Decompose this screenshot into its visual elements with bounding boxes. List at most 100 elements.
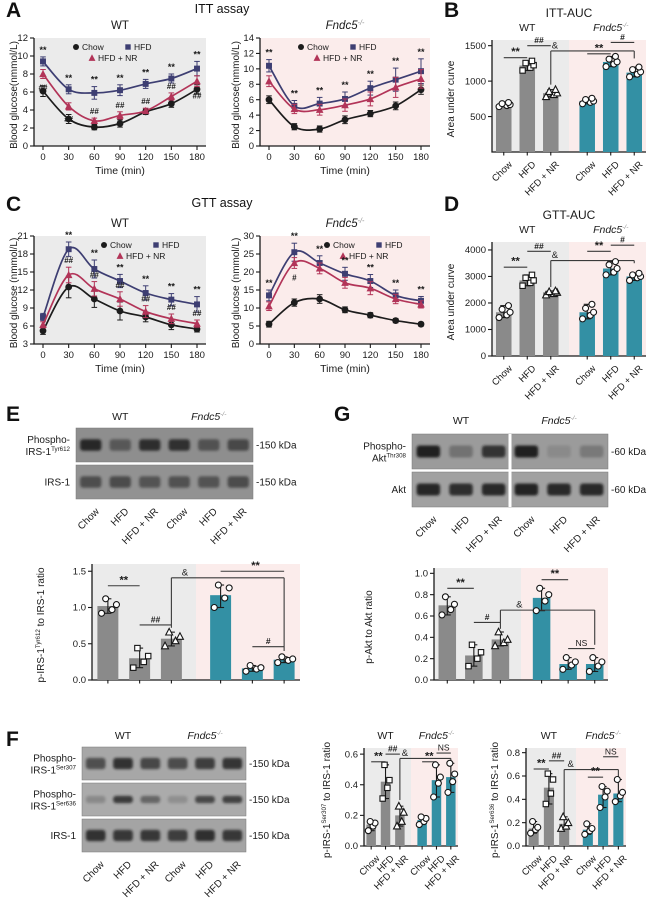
svg-text:0.0: 0.0 [73, 675, 86, 686]
protein-band [139, 439, 161, 451]
svg-text:WT: WT [112, 411, 129, 423]
chart-pirs1-tyr612-ratio: 0.0 0.5 1.0 1.5 p-IRS-1Tyr612 to IRS-1 ratio… [34, 550, 326, 732]
svg-text:0.6: 0.6 [507, 771, 520, 782]
svg-text:Chow: Chow [414, 514, 440, 540]
svg-text:WT: WT [519, 22, 536, 34]
svg-text:**: ** [367, 263, 375, 273]
blot-strip: Phospho-AktThr308 -60 kDa [363, 433, 646, 470]
axes: 0 2 4 6 8 10 12 14 0 30 60 90 120 150 180 Time (min) Blo… [231, 33, 430, 177]
bars [495, 268, 643, 356]
svg-text:Fndc5-/-: Fndc5-/- [326, 217, 365, 230]
series-hfd-nr [39, 266, 201, 329]
svg-text:IRS-1: IRS-1 [50, 831, 76, 842]
protein-band [222, 829, 243, 842]
svg-text:15: 15 [243, 285, 254, 296]
svg-text:IRS-1Tyr612: IRS-1Tyr612 [26, 446, 71, 458]
lane-divider [508, 434, 512, 507]
svg-text:Chow: Chow [110, 240, 133, 250]
svg-text:NS: NS [576, 638, 588, 648]
svg-text:0.5: 0.5 [73, 639, 86, 650]
svg-text:12: 12 [243, 49, 254, 60]
svg-text:**: ** [291, 88, 299, 98]
plot-background [260, 236, 430, 344]
svg-text:5: 5 [249, 321, 254, 332]
svg-text:90: 90 [115, 350, 126, 361]
svg-text:0: 0 [249, 141, 254, 152]
chart-pirs1-ser307-ratio: 0.0 0.2 0.4 0.6 p-IRS-1Ser307 to IRS-1 ratio… [320, 724, 498, 901]
protein-band [167, 757, 188, 770]
series-hfd-nr [265, 257, 425, 312]
svg-text:Chow: Chow [163, 859, 189, 885]
significance-annotations: ** ** ** ** ** ** ** [265, 47, 425, 99]
svg-text:1000: 1000 [465, 76, 486, 87]
bar-chart-svg: 0 1000 2000 3000 4000 Area under curve GTT-AUC… [446, 208, 646, 402]
svg-text:WT: WT [453, 415, 470, 427]
svg-text:60: 60 [89, 152, 100, 163]
svg-text:150: 150 [388, 350, 404, 361]
svg-text:**: ** [392, 56, 400, 66]
svg-text:4: 4 [23, 105, 28, 116]
svg-text:#: # [485, 612, 490, 622]
svg-text:**: ** [65, 73, 73, 83]
svg-text:-150 kDa: -150 kDa [249, 759, 290, 770]
data-points [495, 52, 645, 111]
svg-text:p-IRS-1Tyr612 to IRS-1 ratio: p-IRS-1Tyr612 to IRS-1 ratio [35, 567, 47, 683]
svg-text:#: # [292, 273, 297, 282]
data-points [97, 581, 297, 675]
significance-annotations: ** ** ** ** ** ** ## ## ## ## ## ## [64, 230, 202, 318]
svg-text:10: 10 [17, 51, 28, 62]
svg-text:Chow: Chow [82, 42, 105, 52]
protein-band [481, 483, 506, 496]
svg-text:60: 60 [89, 350, 100, 361]
series-chow [265, 294, 425, 328]
svg-text:IRS-1: IRS-1 [44, 478, 70, 489]
protein-band [547, 483, 571, 496]
svg-text:WT: WT [541, 730, 558, 742]
data-points [364, 759, 459, 835]
svg-text:WT: WT [115, 730, 132, 742]
svg-text:HFD + NR: HFD + NR [126, 251, 165, 261]
svg-text:p-IRS-1Ser307 to IRS-1 ratio: p-IRS-1Ser307 to IRS-1 ratio [321, 742, 333, 859]
svg-text:#: # [620, 32, 625, 42]
svg-text:180: 180 [413, 152, 429, 163]
svg-text:0.4: 0.4 [507, 795, 520, 806]
protein-band [227, 439, 249, 451]
svg-text:p-IRS-1Ser636 to IRS-1 ratio: p-IRS-1Ser636 to IRS-1 ratio [489, 742, 501, 859]
svg-text:##: ## [39, 84, 48, 93]
svg-text:Time (min): Time (min) [95, 363, 145, 375]
svg-text:30: 30 [243, 231, 254, 242]
protein-band [449, 445, 473, 458]
svg-text:**: ** [168, 62, 176, 72]
svg-text:9: 9 [23, 303, 28, 314]
protein-band [195, 829, 215, 842]
svg-text:6: 6 [23, 321, 28, 332]
svg-text:##: ## [552, 750, 562, 760]
svg-text:**: ** [265, 278, 273, 288]
significance-lines: ** ##& ** NS [533, 746, 619, 815]
svg-text:#: # [266, 636, 271, 646]
western-blot-svg: WT Fndc5-/-Phospho-IRS-1Tyr612 -150 kDaIRS… [26, 411, 297, 547]
svg-text:120: 120 [362, 350, 378, 361]
svg-text:Blood glucose(nmmol/L): Blood glucose(nmmol/L) [231, 41, 242, 149]
svg-text:0: 0 [481, 351, 486, 362]
svg-text:25: 25 [243, 249, 254, 260]
svg-text:**: ** [91, 75, 99, 85]
svg-text:-60 kDa: -60 kDa [611, 447, 646, 458]
blot-strip: Phospho-IRS-1Tyr612 -150 kDa [26, 427, 297, 463]
data-points [438, 584, 606, 676]
svg-text:-150 kDa: -150 kDa [249, 795, 290, 806]
svg-text:Chow: Chow [573, 363, 598, 388]
series-hfd-nr [39, 69, 201, 124]
bars [366, 777, 456, 846]
svg-text:**: ** [65, 230, 73, 240]
svg-text:0.2: 0.2 [345, 811, 358, 822]
panel-label-c: C [6, 193, 22, 216]
blot-phospho-akt-thr308: WT Fndc5-/- Phospho- AktThr308 -60 kDa Akt -60… [332, 404, 656, 562]
bars [528, 787, 624, 846]
bar-chart-svg: 0.0 0.5 1.0 1.5 p-IRS-1Tyr612 to IRS-1 ratio… [35, 560, 300, 686]
svg-text:**: ** [91, 248, 99, 258]
bar-chart-svg: 0.0 0.2 0.4 0.6 0.8 p-IRS-1Ser636 to IRS-1 ra… [489, 730, 630, 892]
svg-text:90: 90 [340, 350, 351, 361]
svg-text:2000: 2000 [465, 298, 486, 309]
